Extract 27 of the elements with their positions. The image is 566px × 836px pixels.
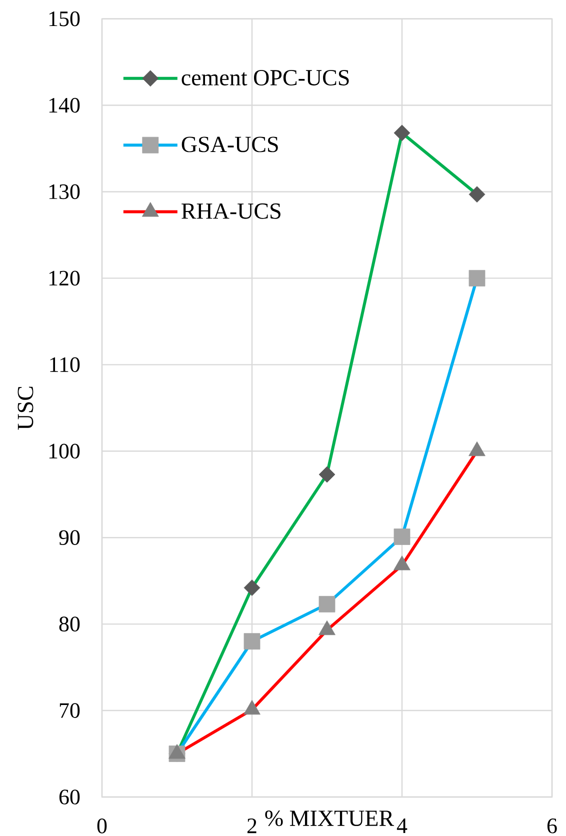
- x-tick-label: 6: [547, 818, 557, 834]
- x-tick-label: 2: [247, 818, 256, 834]
- point: [244, 580, 260, 596]
- legend-label: RHA-UCS: [182, 203, 280, 219]
- y-tick-label: 90: [59, 530, 80, 546]
- point: [394, 124, 410, 142]
- legend-label: cement OPC-UCS: [182, 70, 349, 86]
- point: [394, 528, 410, 545]
- y-tick-label: 60: [59, 790, 80, 804]
- x-tick-label: 4: [396, 818, 408, 833]
- point: [468, 186, 486, 203]
- y-tick-label: 110: [50, 357, 80, 372]
- y-tick-label: 70: [60, 703, 80, 718]
- y-tick-label: 140: [49, 98, 80, 113]
- y-tick-label: 80: [59, 616, 80, 632]
- y-axis-title: USC: [18, 386, 34, 430]
- y-tick-label: 120: [49, 270, 80, 286]
- y-tick-label: 150: [49, 11, 80, 26]
- point: [468, 270, 486, 286]
- point: [318, 596, 336, 612]
- x-tick-label: 0: [97, 818, 107, 834]
- y-tick-label: 100: [49, 444, 80, 459]
- x-axis-title: % MIXTUER: [265, 810, 394, 826]
- point: [318, 466, 336, 483]
- legend-label: GSA-UCS: [182, 136, 278, 152]
- y-tick-label: 130: [49, 184, 80, 200]
- point: [244, 633, 260, 650]
